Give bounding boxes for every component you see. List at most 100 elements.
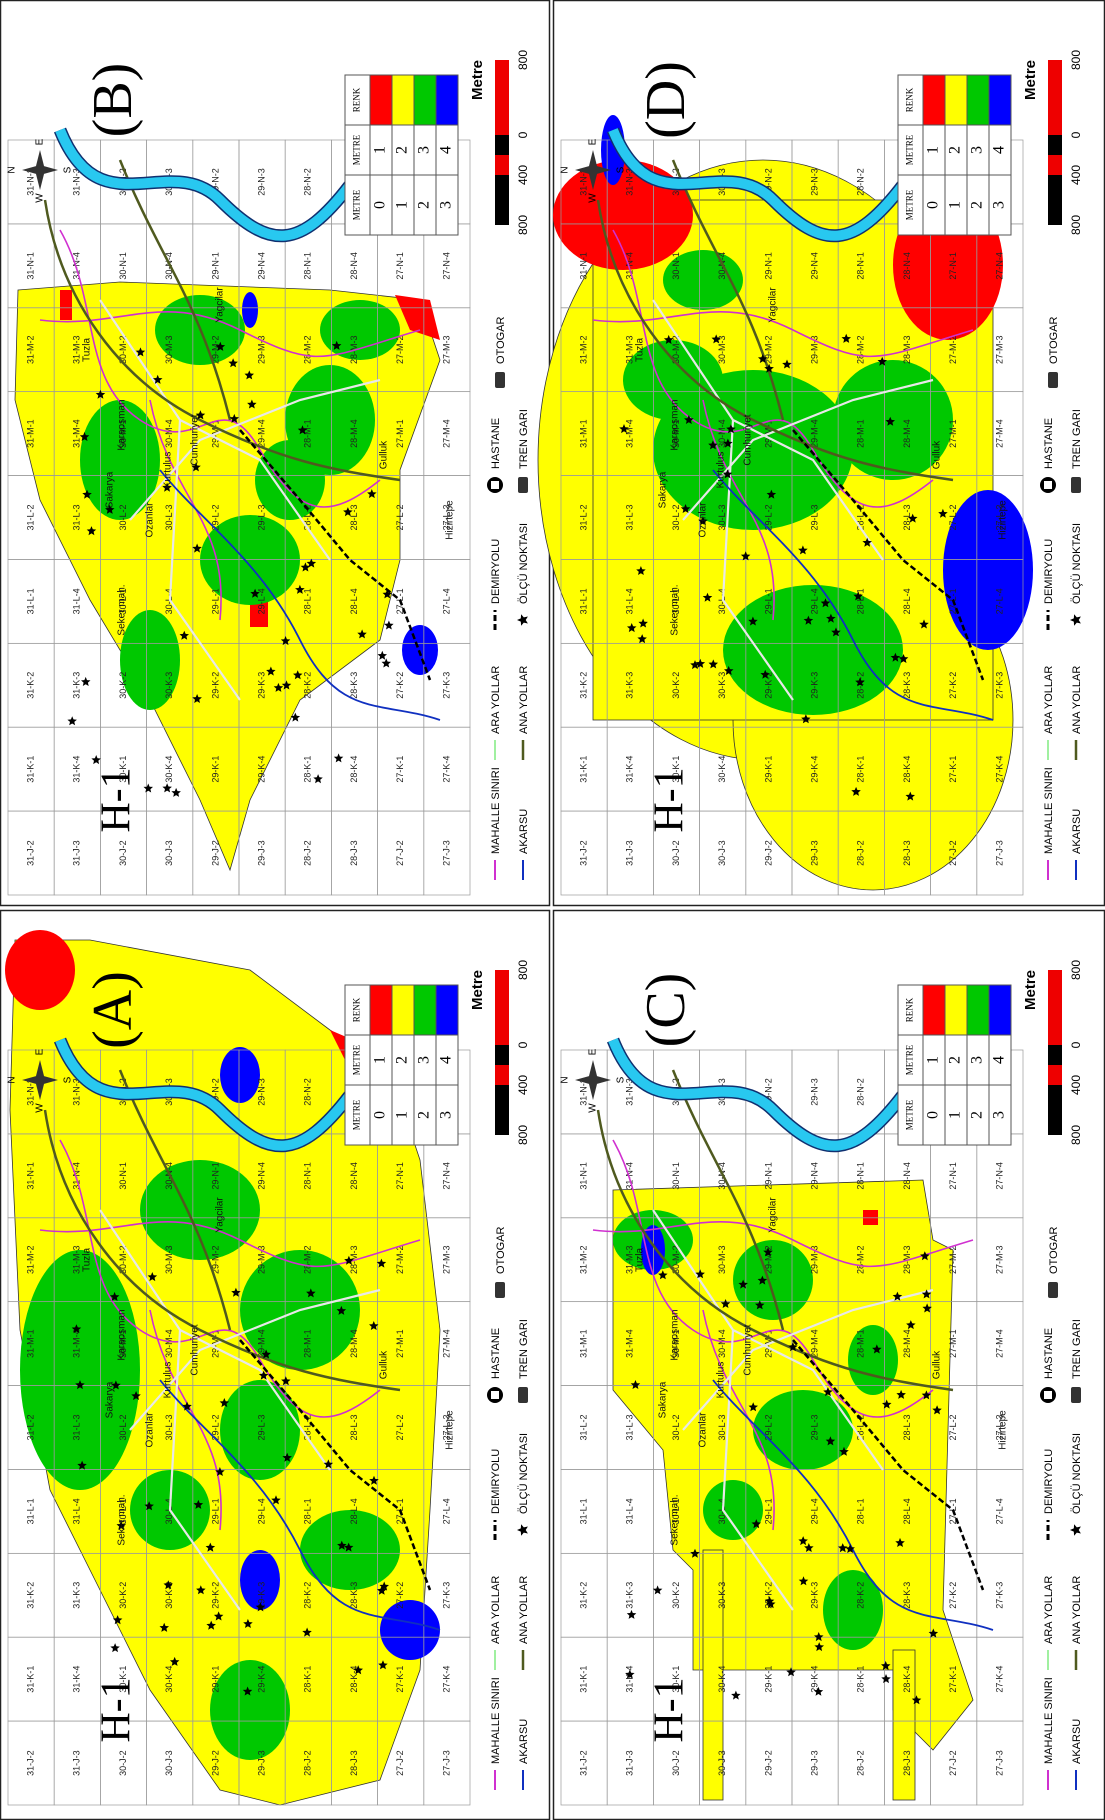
scale-label: 800 — [516, 215, 530, 235]
table-value: 2 — [969, 1111, 986, 1119]
scale-label: 400 — [1069, 1075, 1083, 1095]
scale-segment — [1048, 1045, 1062, 1065]
grid-label: 27-K-2 — [395, 1582, 405, 1609]
grid-label: 31-N-1 — [578, 1162, 588, 1190]
grid-label: 29-L-1 — [763, 1498, 773, 1524]
page: { "panels": [ {"label": "(B)", "sheet": … — [0, 0, 1105, 1820]
compass-letter: N — [7, 1076, 18, 1083]
map-panel: 31-J-231-K-131-K-231-L-131-L-231-M-131-M… — [1, 911, 550, 1820]
grid-label: 28-M-2 — [856, 335, 866, 364]
grid-label: 30-J-3 — [164, 1750, 174, 1776]
legend-symbol — [495, 1282, 505, 1298]
grid-label: 31-L-1 — [25, 588, 35, 614]
map-panel: 31-J-231-K-131-K-231-L-131-L-231-M-131-M… — [538, 1, 1105, 906]
place-name: Seker mah. — [670, 1494, 681, 1545]
grid-label: 31-L-2 — [25, 504, 35, 530]
scale-segment — [495, 1085, 509, 1135]
table-header: METRE — [905, 1044, 915, 1075]
grid-label: 29-K-4 — [809, 756, 819, 783]
grid-label: 29-K-1 — [763, 756, 773, 783]
table-value: 0 — [372, 201, 389, 209]
grid-label: 27-M-4 — [994, 1329, 1004, 1358]
grid-label: 30-L-3 — [164, 504, 174, 530]
grid-label: 27-K-2 — [948, 672, 958, 699]
grid-label: 27-M-3 — [994, 1245, 1004, 1274]
grid-label: 28-L-3 — [349, 1414, 359, 1440]
table-header: METRE — [352, 189, 362, 220]
grid-label: 28-J-2 — [303, 840, 313, 866]
legend-symbol — [518, 1387, 528, 1403]
grid-label: 30-K-2 — [118, 1582, 128, 1609]
compass-letter: S — [63, 166, 74, 173]
legend-label: ÖLÇÜ NOKTASI — [1071, 1433, 1083, 1514]
grid-label: 30-L-3 — [164, 1414, 174, 1440]
place-name: Ozanlar — [698, 1412, 709, 1448]
grid-label: 27-K-2 — [395, 672, 405, 699]
place-name: Tuzla — [635, 1248, 646, 1273]
legend-label: AKARSU — [1071, 1719, 1083, 1764]
grid-label: 31-L-1 — [578, 1498, 588, 1524]
grid-label: 28-N-2 — [856, 1078, 866, 1106]
scale-label: 400 — [1069, 165, 1083, 185]
grid-label: 27-N-4 — [994, 1162, 1004, 1190]
grid-label: 28-N-1 — [303, 252, 313, 280]
grid-label: 29-L-3 — [809, 504, 819, 530]
grid-label: 30-K-3 — [164, 672, 174, 699]
grid-label: 29-J-2 — [210, 1750, 220, 1776]
grid-label: 31-J-2 — [25, 840, 35, 866]
grid-label: 27-M-4 — [441, 1329, 451, 1358]
zone-green — [703, 1480, 763, 1540]
legend-label: ÖLÇÜ NOKTASI — [518, 523, 530, 604]
grid-label: 29-J-3 — [809, 1750, 819, 1776]
color-swatch — [370, 75, 392, 125]
table-value: 2 — [394, 1056, 411, 1064]
table-value: 1 — [925, 146, 942, 154]
grid-label: 30-J-3 — [717, 1750, 727, 1776]
table-header: RENK — [352, 997, 362, 1022]
grid-label: 29-M-4 — [809, 419, 819, 448]
panel-label: (B) — [82, 63, 144, 138]
grid-label: 28-K-1 — [303, 756, 313, 783]
grid-label: 27-N-4 — [441, 1162, 451, 1190]
legend-label: AKARSU — [1071, 809, 1083, 854]
scale-label: 800 — [516, 50, 530, 70]
place-name: Gulluk — [932, 440, 943, 469]
legend-label: HASTANE — [1043, 418, 1055, 469]
grid-label: 29-N-4 — [256, 1162, 266, 1190]
table-value: 3 — [416, 1056, 433, 1064]
place-name: Yagcilar — [768, 1197, 779, 1233]
grid-label: 28-N-4 — [902, 252, 912, 280]
grid-label: 29-L-4 — [256, 1498, 266, 1524]
grid-label: 28-N-2 — [303, 1078, 313, 1106]
grid-label: 31-J-3 — [72, 1750, 82, 1776]
grid-label: 29-L-2 — [763, 504, 773, 530]
grid-label: 28-K-2 — [856, 672, 866, 699]
grid-label: 30-J-3 — [717, 840, 727, 866]
grid-label: 28-M-4 — [349, 419, 359, 448]
grid-label: 31-N-1 — [25, 1162, 35, 1190]
grid-label: 29-J-3 — [809, 840, 819, 866]
grid-label: 31-M-2 — [25, 1245, 35, 1274]
color-swatch — [989, 75, 1011, 125]
legend-item: HASTANE — [1040, 1328, 1056, 1403]
grid-label: 27-L-2 — [395, 1414, 405, 1440]
grid-label: 30-M-4 — [164, 1329, 174, 1358]
grid-label: 28-J-3 — [349, 1750, 359, 1776]
grid-label: 31-N-4 — [72, 1162, 82, 1190]
grid-label: 31-N-4 — [72, 252, 82, 280]
place-name: Sakarya — [105, 1381, 116, 1418]
grid-label: 27-K-3 — [994, 1582, 1004, 1609]
grid-label: 29-K-1 — [210, 756, 220, 783]
grid-label: 30-J-2 — [118, 840, 128, 866]
grid-label: 27-N-1 — [948, 1162, 958, 1190]
grid-label: 27-M-3 — [994, 335, 1004, 364]
legend-label: MAHALLE SINIRI — [490, 767, 502, 854]
grid-label: 31-J-3 — [625, 840, 635, 866]
grid-label: 31-L-3 — [72, 504, 82, 530]
grid-label: 27-K-4 — [994, 756, 1004, 783]
place-name: Cumhuriyet — [743, 1324, 754, 1375]
place-name: Yagcilar — [215, 287, 226, 323]
grid-label: 30-M-3 — [164, 335, 174, 364]
grid-label: 28-N-4 — [902, 1162, 912, 1190]
grid-label: 29-K-4 — [256, 756, 266, 783]
